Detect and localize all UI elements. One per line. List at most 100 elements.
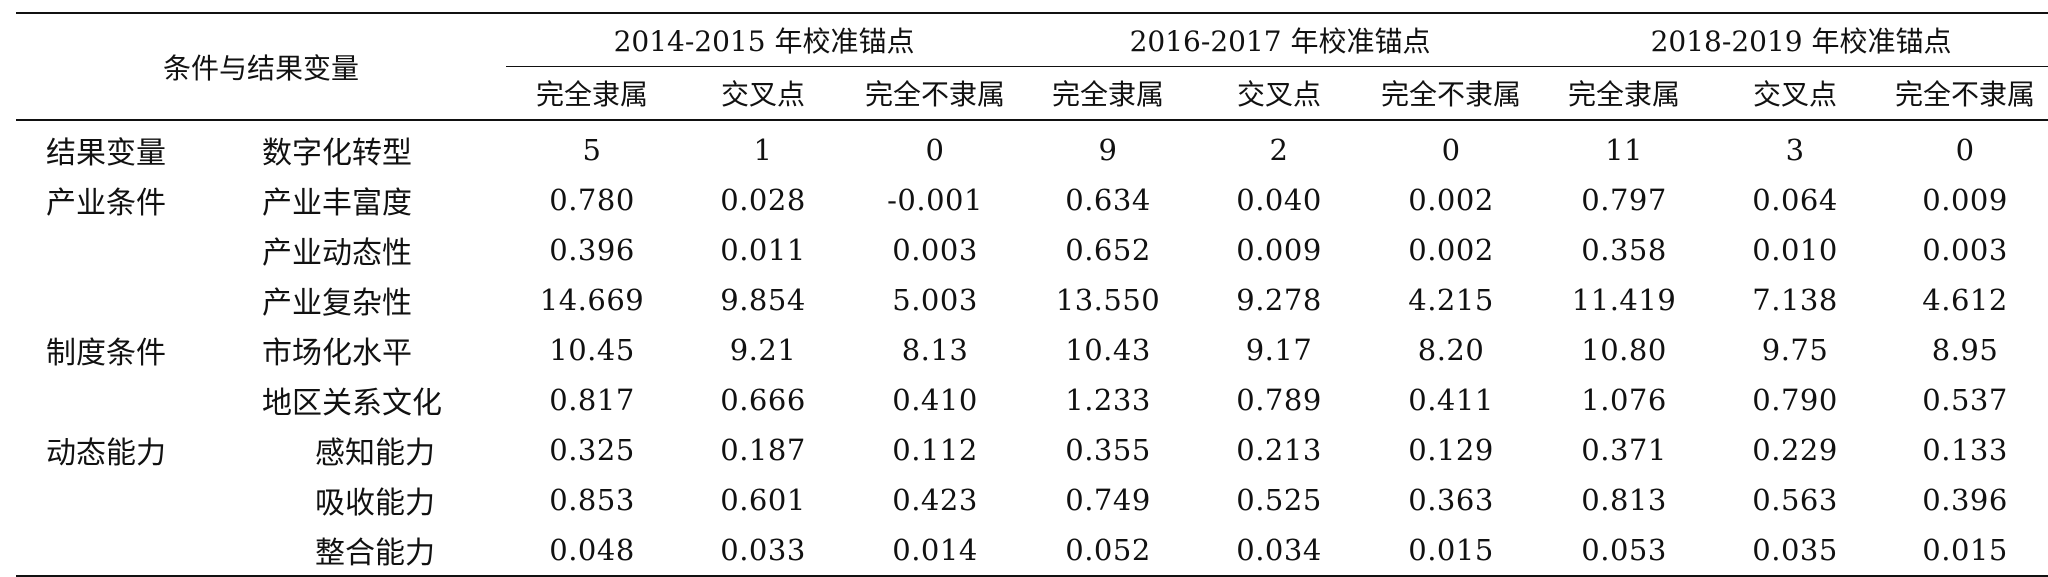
table-cell: 0.813 (1581, 483, 1667, 517)
table-cell: 0.213 (1236, 433, 1322, 467)
table-cell: 9.854 (720, 283, 806, 317)
table-cell: 0.112 (892, 433, 978, 467)
table-row: 动态能力 感知能力 0.325 0.187 0.112 0.355 0.213 0.129 0.… (16, 425, 2048, 475)
subcol-full-nonmembership: 完全不隶属 (1880, 66, 2048, 121)
table-cell: 0.652 (1065, 233, 1151, 267)
table-cell: 0.035 (1710, 525, 1881, 577)
table-cell: 0.749 (1065, 483, 1151, 517)
page: 条件与结果变量 2014-2015 年校准锚点 2016-2017 年校准锚点 … (16, 12, 2048, 577)
table-row: 整合能力 0.048 0.033 0.014 0.052 0.034 0.015 0.053 0… (16, 525, 2048, 577)
table-cell: 0.790 (1752, 383, 1838, 417)
table-cell: 10.45 (549, 333, 635, 367)
table-row: 结果变量 数字化转型 5 1 0 9 2 0 11 3 0 (16, 120, 2048, 175)
table-cell: 0.229 (1752, 433, 1838, 467)
table-cell: 0.666 (720, 383, 806, 417)
row-variable: 整合能力 (244, 525, 507, 577)
row-variable: 吸收能力 (315, 486, 435, 521)
table-cell: 0.129 (1408, 433, 1494, 467)
table-cell: 11.419 (1571, 283, 1677, 317)
table-cell: 0.003 (1922, 233, 2008, 267)
table-cell: 0.853 (549, 483, 635, 517)
group-header-2018-2019: 2018-2019 年校准锚点 (1538, 12, 2048, 67)
subcol-full-membership: 完全隶属 (1538, 66, 1711, 121)
row-category (16, 475, 244, 525)
table-cell: 0.015 (1880, 525, 2048, 577)
table-header: 条件与结果变量 2014-2015 年校准锚点 2016-2017 年校准锚点 … (16, 12, 2048, 121)
table-cell: 2 (1269, 133, 1289, 167)
row-category (16, 375, 244, 425)
table-cell: 0.371 (1581, 433, 1667, 467)
table-cell: 1.233 (1065, 383, 1151, 417)
table-cell: 0.011 (720, 233, 806, 267)
table-cell: 0.797 (1581, 183, 1667, 217)
subcol-full-membership: 完全隶属 (506, 66, 679, 121)
table-cell: 1 (753, 133, 773, 167)
table-row: 地区关系文化 0.817 0.666 0.410 1.233 0.789 0.411 1.07… (16, 375, 2048, 425)
table-cell: 4.612 (1922, 283, 2008, 317)
table-cell: 9.278 (1236, 283, 1322, 317)
table-cell: 0.002 (1408, 233, 1494, 267)
table-cell: 0.358 (1581, 233, 1667, 267)
table-cell: 0.525 (1236, 483, 1322, 517)
subcol-full-nonmembership: 完全不隶属 (1364, 66, 1539, 121)
table-cell: 0.009 (1236, 233, 1322, 267)
table-cell: 0.040 (1236, 183, 1322, 217)
table-cell: 0.187 (720, 433, 806, 467)
table-cell: 0.411 (1408, 383, 1494, 417)
row-variable: 数字化转型 (262, 136, 412, 171)
table-cell: 9.17 (1245, 333, 1313, 367)
table-cell: 0 (925, 133, 945, 167)
table-cell: 0.396 (1922, 483, 2008, 517)
row-category: 动态能力 (46, 436, 166, 471)
table-cell: 0.601 (720, 483, 806, 517)
table-cell: 0.396 (549, 233, 635, 267)
table-cell: 0.009 (1922, 183, 2008, 217)
table-cell: 9.75 (1761, 333, 1829, 367)
table-cell: 14.669 (539, 283, 645, 317)
table-cell: 10.43 (1065, 333, 1151, 367)
row-variable: 产业动态性 (262, 236, 412, 271)
table-row: 吸收能力 0.853 0.601 0.423 0.749 0.525 0.363 0.813 0… (16, 475, 2048, 525)
table-cell: 8.95 (1931, 333, 1999, 367)
table-cell: 8.20 (1417, 333, 1485, 367)
subcol-crossover: 交叉点 (678, 66, 849, 121)
row-category (16, 225, 244, 275)
table-cell: 1.076 (1581, 383, 1667, 417)
row-variable: 产业丰富度 (262, 186, 412, 221)
row-category (16, 275, 244, 325)
table-cell: 0.410 (892, 383, 978, 417)
calibration-anchor-table: 条件与结果变量 2014-2015 年校准锚点 2016-2017 年校准锚点 … (16, 12, 2048, 577)
table-cell: 0.563 (1752, 483, 1838, 517)
row-category: 产业条件 (46, 186, 166, 221)
table-cell: 8.13 (901, 333, 969, 367)
table-cell: 0.052 (1022, 525, 1195, 577)
table-cell: 0 (1441, 133, 1461, 167)
table-cell: 0.423 (892, 483, 978, 517)
table-row: 制度条件 市场化水平 10.45 9.21 8.13 10.43 9.17 8.20 10.80… (16, 325, 2048, 375)
table-cell: 0.003 (892, 233, 978, 267)
table-cell: 0.002 (1408, 183, 1494, 217)
table-cell: 0.010 (1752, 233, 1838, 267)
row-category (16, 525, 244, 577)
table-cell: 0.817 (549, 383, 635, 417)
group-header-2016-2017: 2016-2017 年校准锚点 (1022, 12, 1539, 67)
row-variable: 产业复杂性 (262, 286, 412, 321)
table-cell: 0.780 (549, 183, 635, 217)
table-cell: 0.034 (1194, 525, 1365, 577)
table-cell: 10.80 (1581, 333, 1667, 367)
table-cell: 4.215 (1408, 283, 1494, 317)
table-body: 结果变量 数字化转型 5 1 0 9 2 0 11 3 0 产业条件 产业丰富度 0.780 0.028 -0… (16, 120, 2048, 577)
table-cell: 0.363 (1408, 483, 1494, 517)
row-variable: 感知能力 (315, 436, 435, 471)
subcol-crossover: 交叉点 (1194, 66, 1365, 121)
table-cell: 11 (1605, 133, 1643, 167)
table-cell: 0.133 (1922, 433, 2008, 467)
table-cell: 0.634 (1065, 183, 1151, 217)
table-cell: 5 (582, 133, 602, 167)
table-cell: 3 (1785, 133, 1805, 167)
table-cell: 5.003 (892, 283, 978, 317)
row-variable: 地区关系文化 (262, 386, 442, 421)
table-cell: 0.033 (678, 525, 849, 577)
table-cell: 0.014 (848, 525, 1023, 577)
table-cell: 0.048 (506, 525, 679, 577)
